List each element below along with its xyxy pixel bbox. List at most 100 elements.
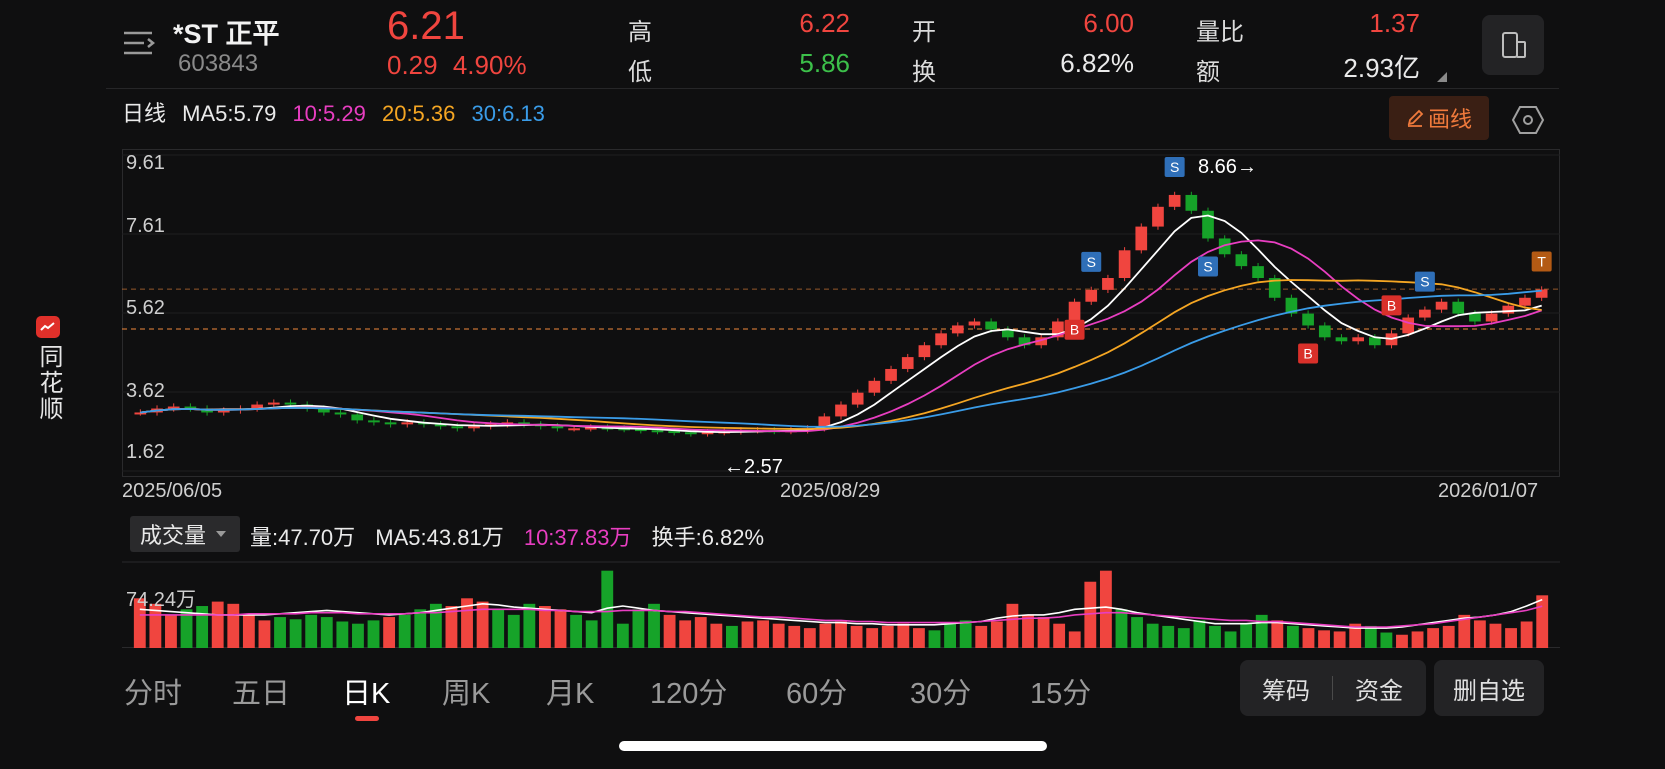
candle <box>685 432 697 435</box>
indicator-dropdown[interactable]: 成交量 <box>130 516 240 552</box>
ma20-value: 20:5.36 <box>381 101 456 126</box>
volume-bar <box>1084 581 1097 648</box>
volume-legend: 量:47.70万 MA5:43.81万 10:37.83万 换手:6.82% <box>250 520 778 552</box>
vol-ratio-label: 量比 <box>1196 19 1244 46</box>
volume-bar <box>289 619 302 648</box>
volume-bar <box>1053 623 1066 648</box>
volume-bar <box>336 621 349 648</box>
candle <box>885 368 897 381</box>
candle <box>1252 266 1264 278</box>
settings-hex-icon[interactable] <box>1511 104 1545 136</box>
signal-marker <box>1298 343 1319 364</box>
tab-15min[interactable]: 15分 <box>1030 678 1092 710</box>
draw-line-button[interactable]: 画线 <box>1389 96 1489 140</box>
candle <box>384 422 397 425</box>
candle <box>1318 325 1331 338</box>
volume-bar <box>850 625 863 648</box>
ths-logo-icon <box>36 316 60 338</box>
volume-bar <box>320 617 333 648</box>
open-label: 开 <box>912 19 936 46</box>
signal-marker-label: B <box>1070 322 1079 338</box>
signal-marker <box>1414 271 1435 292</box>
volume-bar <box>1318 630 1330 648</box>
candle <box>284 402 297 405</box>
volume-bar <box>1131 617 1143 648</box>
volume-chart[interactable] <box>122 552 1560 648</box>
tab-120min[interactable]: 120分 <box>650 678 728 710</box>
period-label: 日线 <box>122 101 167 126</box>
volume-bar <box>1177 628 1190 648</box>
volume-bar <box>539 606 551 648</box>
volume-bar <box>1099 570 1112 648</box>
tab-monthly-k[interactable]: 月K <box>546 678 595 710</box>
candle <box>1352 337 1364 342</box>
candle <box>217 410 230 413</box>
ma-legend: 日线 MA5:5.79 10:5.29 20:5.36 30:6.13 <box>122 96 555 128</box>
high-annotation: 8.66→ <box>1198 156 1257 178</box>
tab-five-day[interactable]: 五日 <box>232 678 291 710</box>
candle <box>818 416 831 429</box>
volume-bar <box>944 623 956 648</box>
volume-bar <box>383 617 396 648</box>
volume-bar <box>1286 625 1299 648</box>
pencil-icon <box>1407 109 1424 127</box>
volume-bar <box>1411 631 1424 648</box>
candle <box>434 424 447 427</box>
expand-corner-icon[interactable] <box>1437 72 1447 82</box>
candle <box>1268 277 1281 298</box>
candle <box>1052 321 1064 338</box>
volume-max-label: 74.24万 <box>126 589 197 611</box>
price-change: 0.29 4.90% <box>387 50 527 80</box>
menu-icon[interactable] <box>122 28 156 58</box>
volume-bar <box>1380 632 1393 648</box>
volume-bar <box>726 625 738 648</box>
volume-bar <box>367 620 380 648</box>
volume-bar <box>819 623 832 648</box>
volume-bar <box>912 628 925 648</box>
tab-intraday[interactable]: 分时 <box>124 678 183 710</box>
candle <box>134 412 147 415</box>
volume-bar <box>1209 625 1221 648</box>
candle <box>551 426 564 429</box>
signal-marker <box>1164 156 1185 177</box>
ma30-line <box>140 289 1542 428</box>
volume-bar <box>601 570 614 648</box>
stock-name: *ST 正平 <box>173 19 280 49</box>
vol-ratio-value: 1.37 <box>1369 8 1420 38</box>
candle <box>1202 210 1214 239</box>
candle <box>1001 329 1014 338</box>
candle <box>1452 301 1465 314</box>
candle <box>985 321 997 330</box>
candle <box>368 420 380 423</box>
tab-60min[interactable]: 60分 <box>786 678 848 710</box>
chevron-down-icon <box>216 531 227 537</box>
chips-button[interactable]: 筹码 <box>1262 677 1310 705</box>
candle <box>1402 317 1415 334</box>
candle <box>851 392 864 405</box>
tab-daily-k[interactable]: 日K <box>342 678 391 710</box>
candle <box>935 333 947 346</box>
side-brand[interactable]: 同花顺 <box>30 316 66 422</box>
candle <box>918 345 931 358</box>
candle <box>634 429 647 432</box>
volume-bar <box>1271 620 1284 648</box>
funds-button[interactable]: 资金 <box>1355 677 1403 705</box>
y-tick-label: 7.61 <box>126 215 165 237</box>
candlestick-chart[interactable]: B S S S B B S T <box>122 149 1560 477</box>
candle <box>518 422 530 425</box>
volume-bar <box>866 628 879 648</box>
volume-bar <box>274 617 286 648</box>
volume-bar <box>1473 620 1486 648</box>
tab-weekly-k[interactable]: 周K <box>442 678 491 710</box>
tab-30min[interactable]: 30分 <box>910 678 972 710</box>
remove-watchlist-button[interactable]: 删自选 <box>1434 660 1544 716</box>
landscape-toggle-button[interactable] <box>1482 15 1544 75</box>
signal-marker-label: S <box>1087 254 1096 270</box>
candle <box>1118 250 1131 278</box>
turnover-label: 换 <box>912 59 936 86</box>
candle <box>1185 194 1198 211</box>
volume-bar <box>1505 628 1517 648</box>
volume-bar <box>1427 628 1440 648</box>
y-tick-label: 1.62 <box>126 441 165 463</box>
turnover-value: 6.82% <box>1060 48 1134 78</box>
